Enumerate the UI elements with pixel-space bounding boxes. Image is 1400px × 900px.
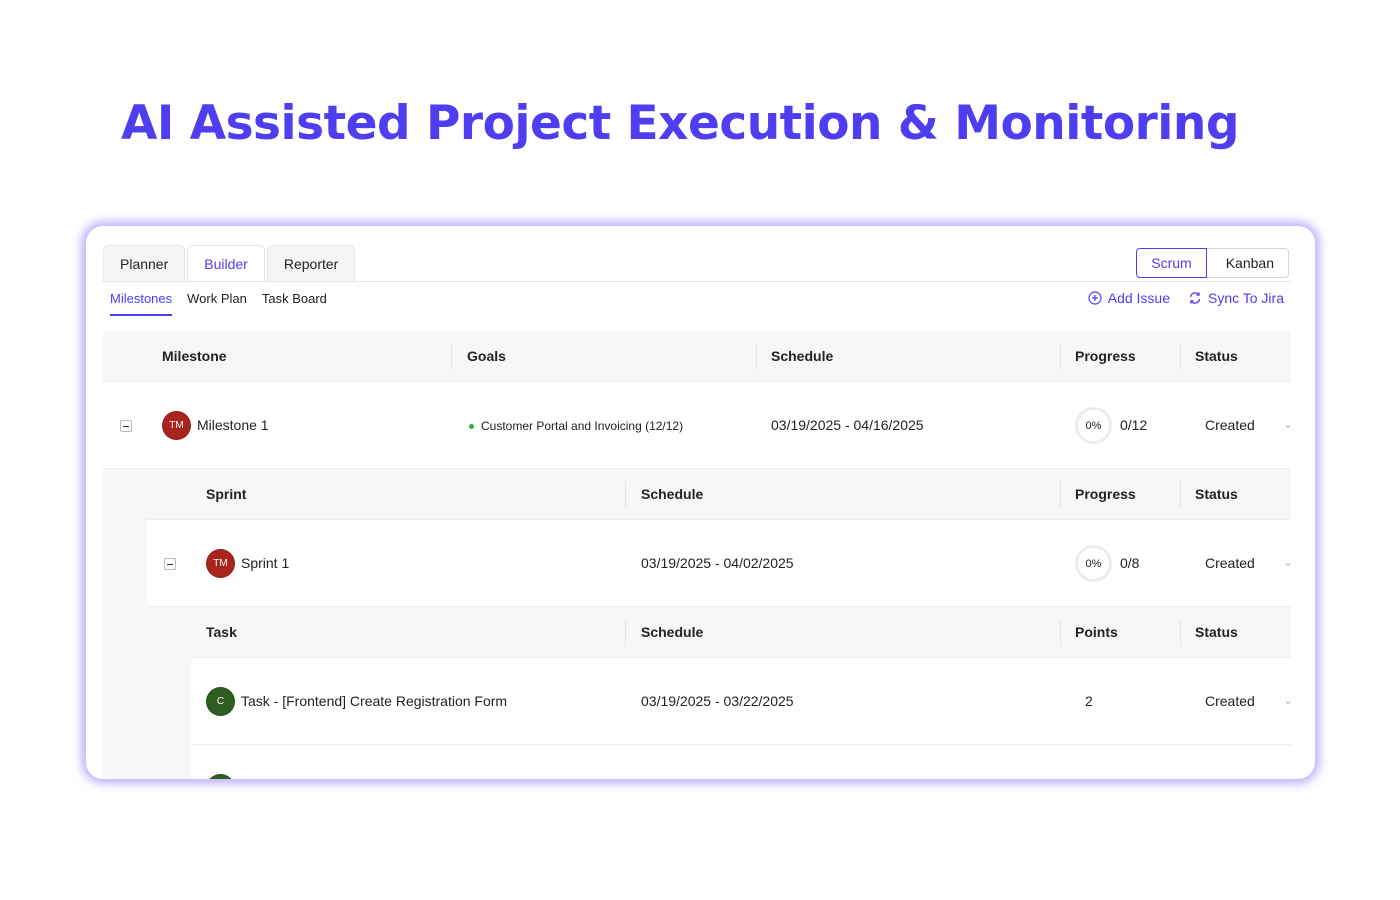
chevron-down-icon[interactable]: ⌄ bbox=[1283, 693, 1294, 707]
status-label: Created bbox=[1205, 417, 1255, 433]
avatar: C bbox=[206, 687, 235, 716]
mode-toggle: Scrum Kanban bbox=[1136, 248, 1289, 278]
add-issue-button[interactable]: Add Issue bbox=[1088, 290, 1170, 306]
toolbar-actions: Add Issue Sync To Jira bbox=[1088, 290, 1284, 306]
subtab-milestones[interactable]: Milestones bbox=[110, 291, 173, 316]
goal-label: Customer Portal and Invoicing (12/12) bbox=[481, 419, 684, 433]
task-table-header: Task Schedule Points Status bbox=[191, 607, 1291, 658]
header-status: Status bbox=[1195, 486, 1238, 502]
tab-builder[interactable]: Builder bbox=[187, 245, 265, 282]
header-schedule: Schedule bbox=[641, 624, 704, 640]
progress-ring: 0% bbox=[1075, 407, 1112, 444]
collapse-sprint-icon[interactable] bbox=[164, 558, 176, 570]
header-sprint: Sprint bbox=[206, 486, 247, 502]
header-milestone: Milestone bbox=[162, 348, 227, 364]
header-progress: Progress bbox=[1075, 348, 1136, 364]
avatar: TM bbox=[162, 411, 191, 440]
status-label: Created bbox=[1205, 555, 1255, 571]
header-points: Points bbox=[1075, 624, 1118, 640]
task-points: 2 bbox=[1085, 693, 1093, 709]
progress-percent: 0% bbox=[1085, 557, 1102, 570]
add-issue-label: Add Issue bbox=[1107, 290, 1170, 306]
collapse-milestone-icon[interactable] bbox=[120, 420, 132, 432]
progress-count: 0/8 bbox=[1120, 555, 1140, 571]
hero-title: AI Assisted Project Execution & Monitori… bbox=[120, 96, 1240, 151]
chevron-down-icon[interactable]: ⌄ bbox=[1283, 555, 1294, 569]
progress-ring: 0% bbox=[1075, 545, 1112, 582]
header-schedule: Schedule bbox=[641, 486, 704, 502]
status-label: Created bbox=[1205, 693, 1255, 709]
main-tabs: Planner Builder Reporter bbox=[103, 245, 356, 282]
header-schedule: Schedule bbox=[771, 348, 834, 364]
milestone-schedule: 03/19/2025 - 04/16/2025 bbox=[771, 417, 924, 433]
sub-tabs: Milestones Work Plan Task Board bbox=[110, 291, 327, 316]
sprint-name[interactable]: Sprint 1 bbox=[241, 555, 290, 571]
header-status: Status bbox=[1195, 624, 1238, 640]
subtab-task-board[interactable]: Task Board bbox=[261, 291, 327, 306]
progress-percent: 0% bbox=[1085, 419, 1102, 432]
tab-planner[interactable]: Planner bbox=[103, 245, 186, 282]
scrum-button[interactable]: Scrum bbox=[1136, 248, 1207, 278]
header-progress: Progress bbox=[1075, 486, 1136, 502]
sync-jira-button[interactable]: Sync To Jira bbox=[1188, 290, 1284, 306]
header-status: Status bbox=[1195, 348, 1238, 364]
tab-reporter[interactable]: Reporter bbox=[266, 245, 356, 282]
chevron-down-icon[interactable]: ⌄ bbox=[1283, 417, 1294, 431]
milestone-row[interactable]: TM Milestone 1 Customer Portal and Invoi… bbox=[103, 382, 1294, 469]
progress-count: 0/12 bbox=[1120, 417, 1148, 433]
sync-jira-label: Sync To Jira bbox=[1208, 290, 1284, 306]
nested-indent bbox=[103, 469, 147, 779]
subtab-work-plan[interactable]: Work Plan bbox=[187, 291, 247, 306]
sprint-schedule: 03/19/2025 - 04/02/2025 bbox=[641, 555, 794, 571]
task-schedule: 03/19/2025 - 03/22/2025 bbox=[641, 693, 794, 709]
sprint-row[interactable]: TM Sprint 1 03/19/2025 - 04/02/2025 0% 0… bbox=[147, 520, 1294, 607]
task-name[interactable]: Task - [Frontend] Create Registration Fo… bbox=[241, 693, 508, 709]
project-panel: Planner Builder Reporter Scrum Kanban Mi… bbox=[85, 225, 1316, 780]
kanban-button[interactable]: Kanban bbox=[1206, 248, 1289, 278]
goal-status-dot bbox=[469, 424, 474, 429]
plus-circle-icon bbox=[1088, 291, 1102, 305]
task-row[interactable] bbox=[191, 745, 1291, 779]
milestone-table-header: Milestone Goals Schedule Progress Status bbox=[103, 331, 1291, 382]
header-task: Task bbox=[206, 624, 237, 640]
sprint-table-header: Sprint Schedule Progress Status bbox=[147, 469, 1291, 520]
tabs-divider bbox=[103, 281, 1291, 282]
avatar bbox=[206, 774, 235, 779]
task-row[interactable]: C Task - [Frontend] Create Registration … bbox=[191, 658, 1294, 745]
milestone-name[interactable]: Milestone 1 bbox=[197, 417, 269, 433]
avatar: TM bbox=[206, 549, 235, 578]
nested-indent-inner bbox=[147, 607, 191, 779]
header-goals: Goals bbox=[467, 348, 506, 364]
sync-icon bbox=[1189, 292, 1201, 304]
